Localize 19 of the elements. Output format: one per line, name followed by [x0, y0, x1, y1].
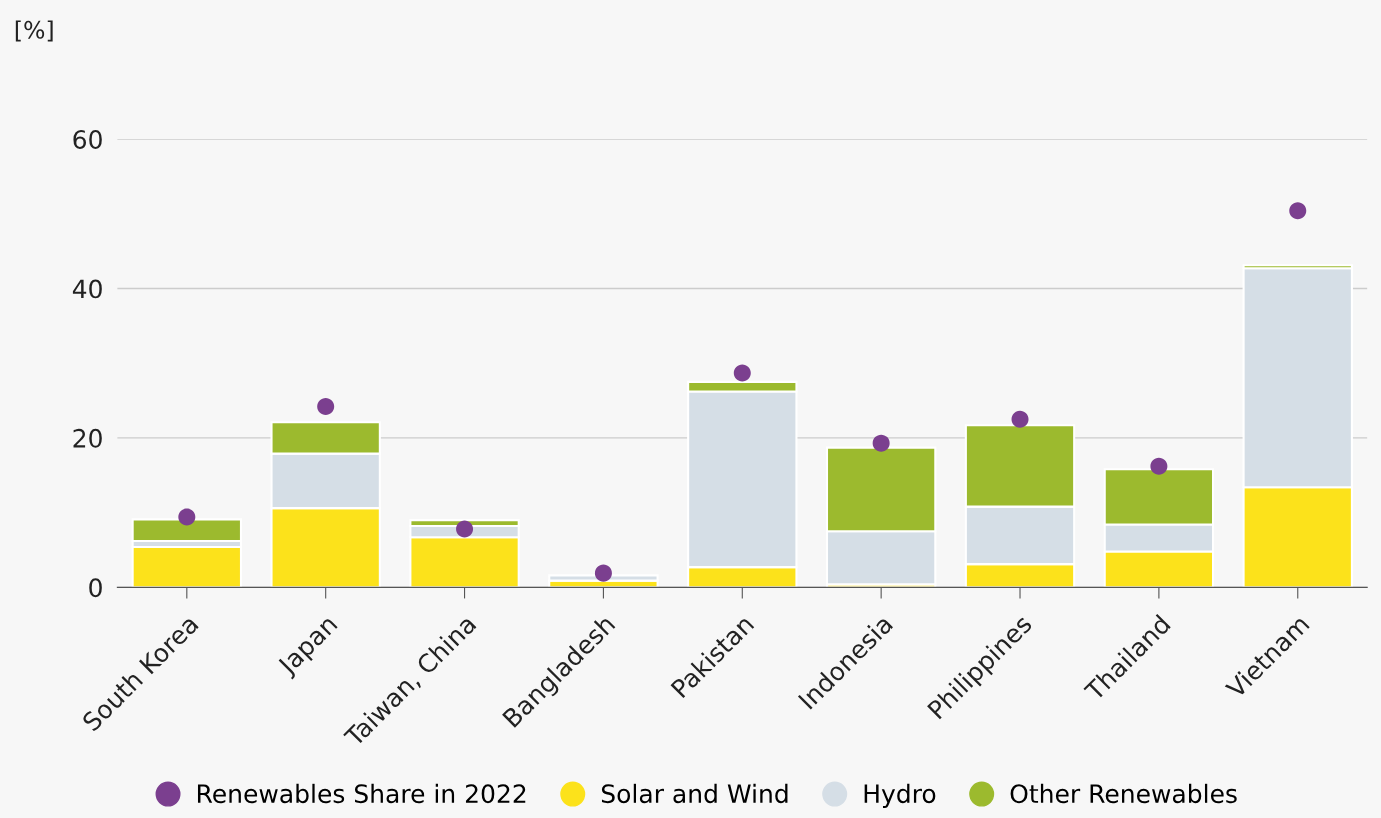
legend-label: Solar and Wind — [601, 783, 788, 804]
point — [1011, 410, 1029, 428]
y-axis-title: [%] — [15, 20, 53, 42]
point — [1150, 457, 1168, 475]
legend-label: Hydro — [864, 783, 936, 808]
y-tick-label: 60 — [73, 130, 102, 149]
point — [456, 520, 474, 538]
y-tick-label: 20 — [73, 428, 102, 448]
point — [317, 398, 335, 416]
legend-label: Other Renewables — [1010, 783, 1237, 804]
point — [1289, 202, 1307, 220]
point — [178, 508, 196, 526]
y-tick-label: 40 — [72, 279, 102, 299]
bar — [131, 545, 243, 588]
y-tick-label: 0 — [89, 578, 102, 598]
point — [872, 434, 890, 452]
legend-label: Renewables Share in 2022 — [197, 783, 526, 804]
point — [594, 564, 612, 582]
point — [733, 364, 751, 382]
